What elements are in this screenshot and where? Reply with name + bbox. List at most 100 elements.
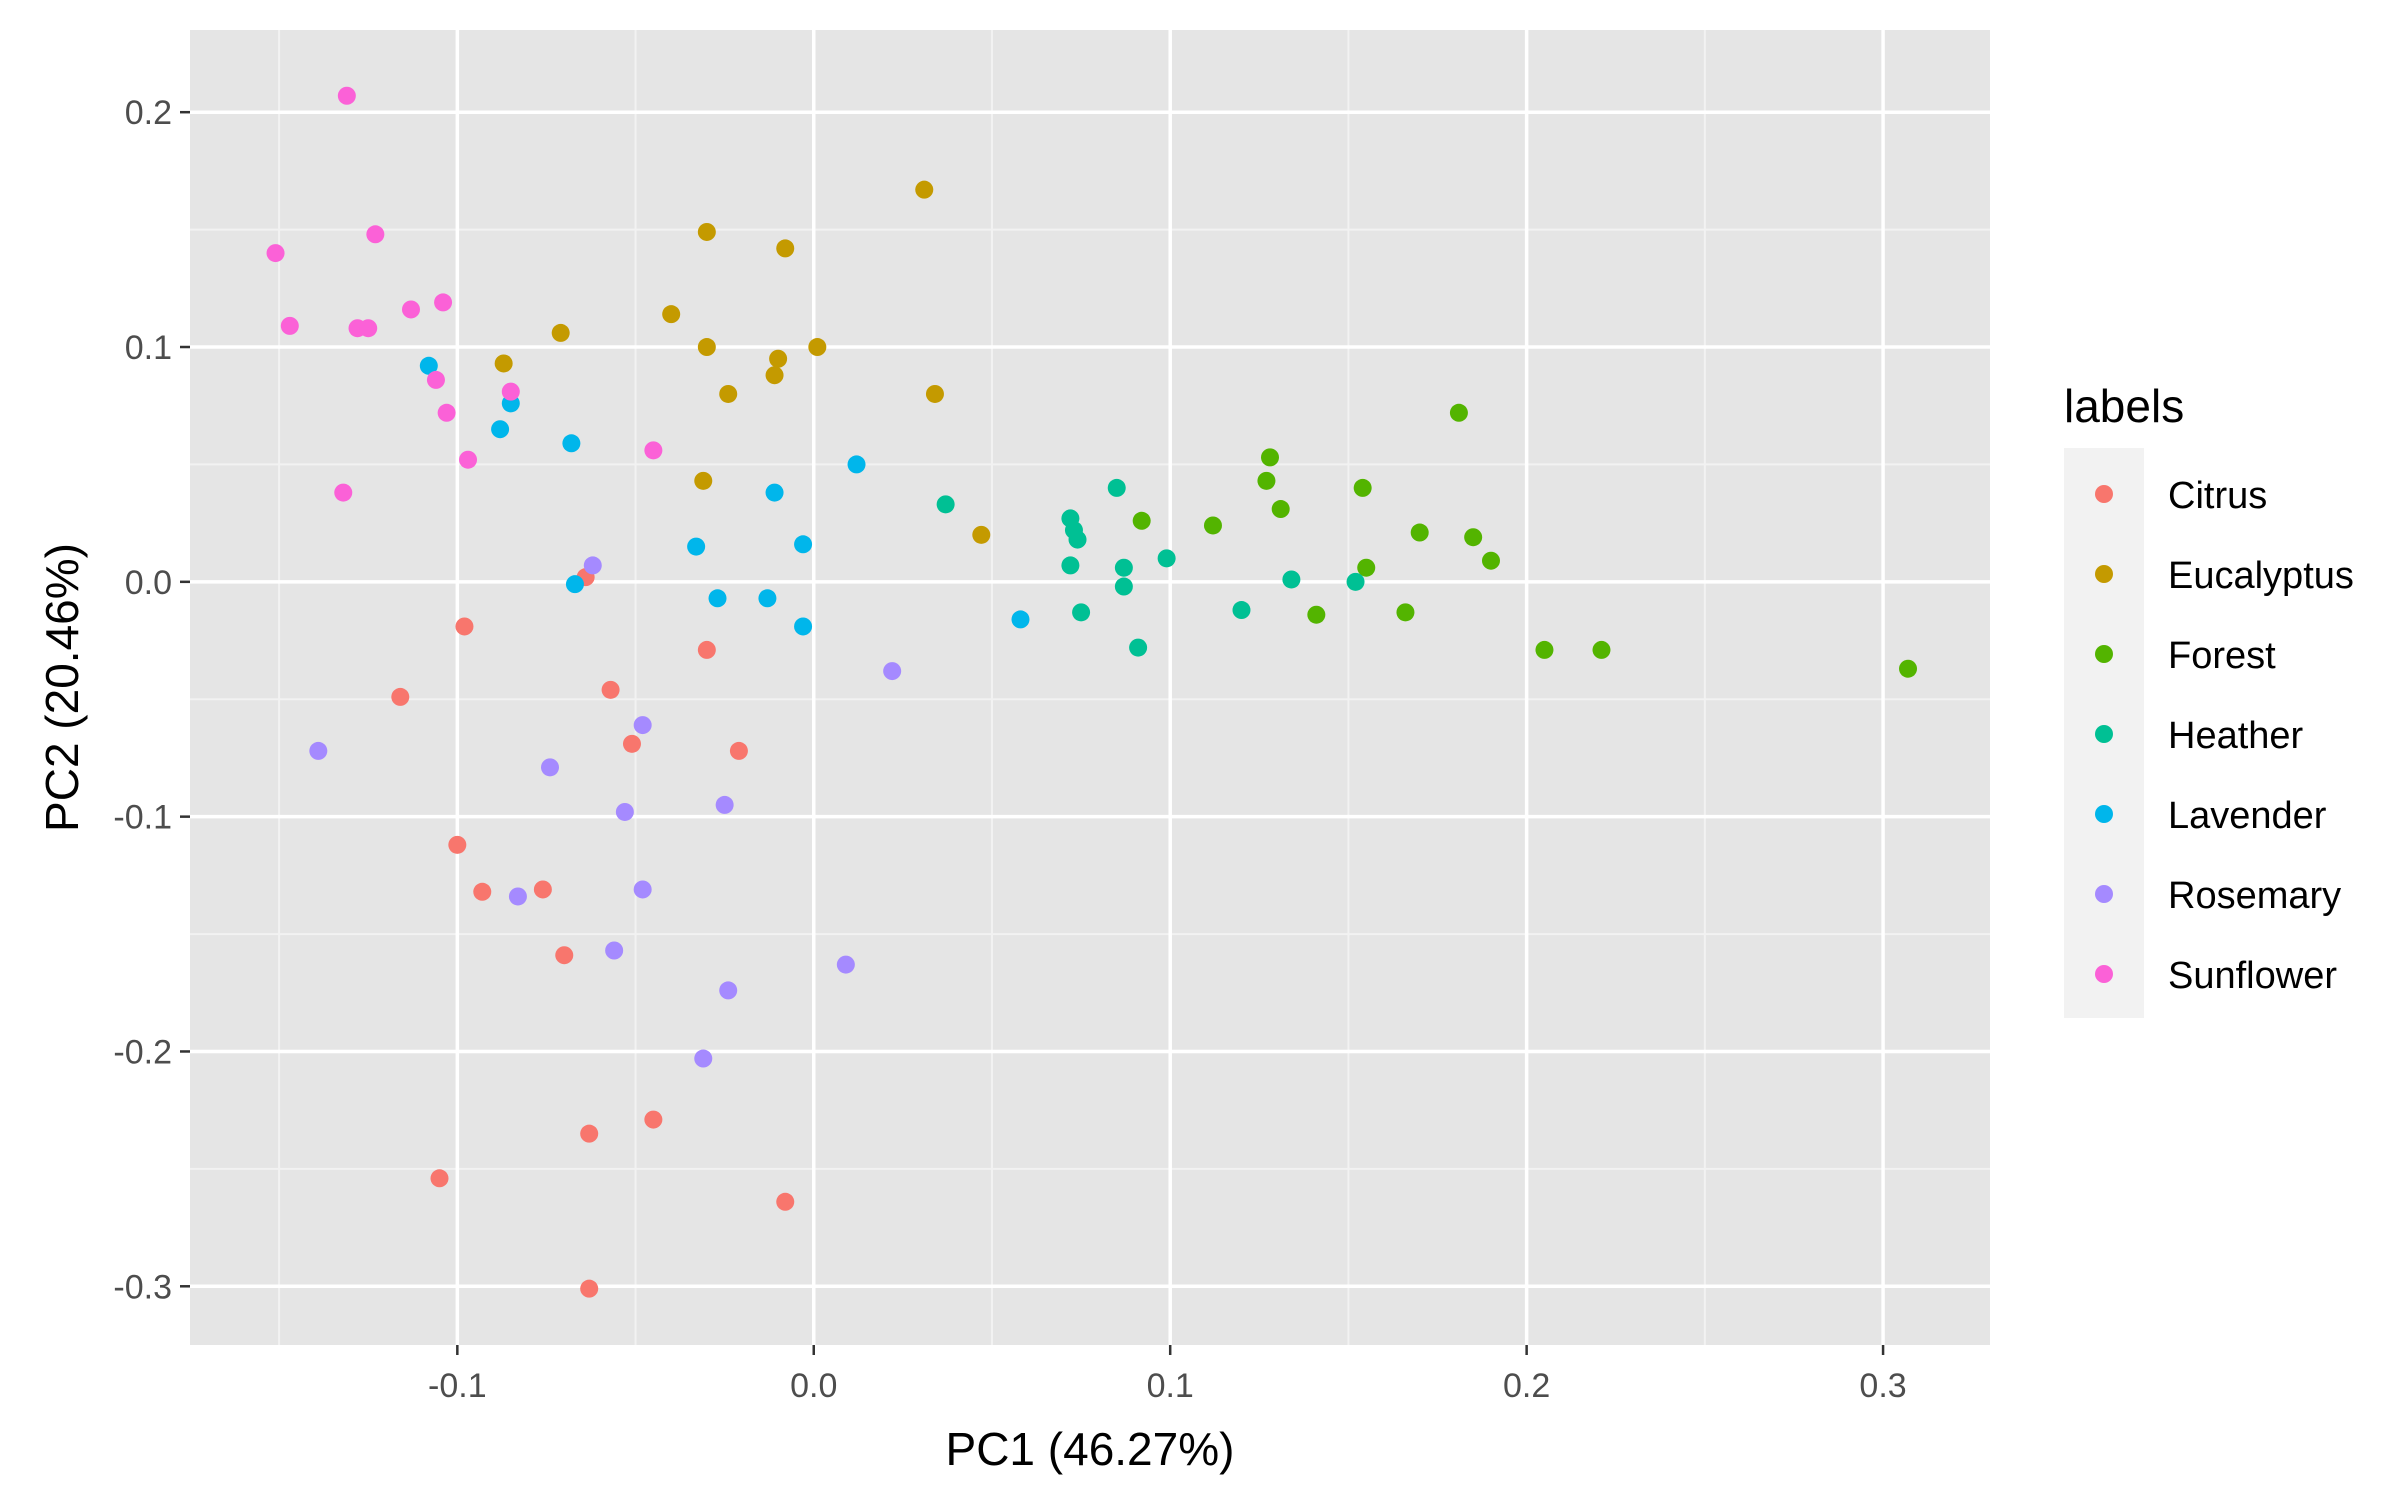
x-tick-label: 0.1 xyxy=(1147,1367,1194,1405)
x-tick-label: -0.1 xyxy=(428,1367,487,1405)
data-point-forest xyxy=(1357,558,1376,577)
data-point-lavender xyxy=(687,537,706,556)
data-point-heather xyxy=(1107,478,1126,497)
data-point-rosemary xyxy=(633,716,652,735)
data-point-heather xyxy=(1064,521,1083,540)
legend-key-rosemary xyxy=(2095,885,2113,903)
legend-label-lavender: Lavender xyxy=(2168,795,2327,837)
data-point-sunflower xyxy=(334,483,353,502)
data-point-rosemary xyxy=(836,955,855,974)
data-point-forest xyxy=(1353,478,1372,497)
data-point-lavender xyxy=(491,420,510,439)
data-point-citrus xyxy=(555,946,574,965)
data-point-forest xyxy=(1271,500,1290,519)
data-point-sunflower xyxy=(434,293,453,312)
data-point-rosemary xyxy=(508,887,527,906)
y-axis: -0.3 -0.2 -0.1 0.0 0.1 0.2 xyxy=(113,94,190,1306)
data-point-eucalyptus xyxy=(694,471,713,490)
y-tick-label: -0.3 xyxy=(113,1268,172,1306)
data-point-rosemary xyxy=(541,758,559,777)
data-point-citrus xyxy=(697,640,716,659)
data-point-lavender xyxy=(562,434,581,453)
data-point-heather xyxy=(1114,577,1133,596)
data-point-eucalyptus xyxy=(494,354,513,373)
data-point-heather xyxy=(1129,638,1148,657)
x-tick-label: 0.2 xyxy=(1503,1367,1550,1405)
data-point-rosemary xyxy=(633,880,652,899)
data-point-sunflower xyxy=(501,382,520,401)
data-point-heather xyxy=(1114,558,1133,577)
data-point-rosemary xyxy=(615,802,634,821)
data-point-heather xyxy=(1346,572,1365,591)
legend-key-heather xyxy=(2095,725,2113,743)
data-point-citrus xyxy=(601,680,620,699)
data-point-citrus xyxy=(580,1124,599,1143)
y-tick-label: 0.2 xyxy=(125,94,172,132)
data-point-forest xyxy=(1132,511,1151,530)
legend-key-forest xyxy=(2095,645,2113,663)
data-point-sunflower xyxy=(366,225,385,244)
y-tick-label: 0.0 xyxy=(125,564,172,602)
data-point-lavender xyxy=(419,356,438,375)
data-point-citrus xyxy=(533,880,552,899)
data-point-eucalyptus xyxy=(697,338,716,357)
data-point-rosemary xyxy=(719,981,738,1000)
major-gridlines xyxy=(190,30,1990,1345)
data-point-lavender xyxy=(1011,610,1030,629)
data-point-citrus xyxy=(455,617,474,636)
data-point-citrus xyxy=(430,1169,449,1188)
data-point-citrus xyxy=(391,687,410,706)
x-tick-label: 0.0 xyxy=(790,1367,837,1405)
y-tick-label: -0.1 xyxy=(113,799,172,837)
legend-key-lavender xyxy=(2095,805,2113,823)
data-point-lavender xyxy=(794,535,813,554)
data-point-rosemary xyxy=(605,941,624,960)
data-point-sunflower xyxy=(280,316,299,335)
data-point-sunflower xyxy=(337,86,356,105)
data-point-forest xyxy=(1481,551,1500,570)
data-point-citrus xyxy=(473,882,492,901)
data-point-eucalyptus xyxy=(697,222,716,241)
legend-label-heather: Heather xyxy=(2168,715,2304,757)
data-point-heather xyxy=(1282,570,1301,589)
x-axis: -0.1 0.0 0.1 0.2 0.3 xyxy=(428,1345,1907,1405)
data-point-eucalyptus xyxy=(925,384,944,403)
data-point-rosemary xyxy=(309,741,328,760)
minor-gridlines xyxy=(190,30,1990,1345)
data-point-citrus xyxy=(622,734,641,753)
data-point-sunflower xyxy=(359,319,378,338)
data-point-eucalyptus xyxy=(719,384,738,403)
data-points xyxy=(266,86,1918,1298)
data-point-eucalyptus xyxy=(551,323,570,342)
data-point-eucalyptus xyxy=(769,349,788,368)
y-axis-title: PC2 (20.46%) xyxy=(36,543,88,832)
data-point-sunflower xyxy=(426,370,445,389)
plot-panel xyxy=(190,30,1990,1345)
y-tick-label: 0.1 xyxy=(125,329,172,367)
data-point-sunflower xyxy=(459,450,478,469)
data-point-heather xyxy=(1157,549,1176,568)
data-point-eucalyptus xyxy=(915,180,934,199)
data-point-lavender xyxy=(847,455,866,474)
data-point-forest xyxy=(1257,471,1276,490)
legend-label-forest: Forest xyxy=(2168,635,2276,677)
data-point-forest xyxy=(1535,640,1554,659)
legend-label-eucalyptus: Eucalyptus xyxy=(2168,555,2354,597)
data-point-sunflower xyxy=(401,300,420,319)
data-point-rosemary xyxy=(883,662,902,681)
data-point-eucalyptus xyxy=(776,239,795,258)
data-point-citrus xyxy=(729,741,748,760)
legend-title: labels xyxy=(2064,380,2184,432)
data-point-forest xyxy=(1261,448,1279,467)
data-point-rosemary xyxy=(694,1049,713,1068)
data-point-lavender xyxy=(758,589,777,608)
data-point-citrus xyxy=(644,1110,663,1129)
x-tick-label: 0.3 xyxy=(1859,1367,1906,1405)
legend-key-eucalyptus xyxy=(2095,565,2113,583)
legend-items: Citrus Eucalyptus Forest Heather Lavender Ros… xyxy=(2095,475,2354,997)
data-point-lavender xyxy=(794,617,813,636)
data-point-forest xyxy=(1410,523,1429,542)
legend: labels Citrus Eucalyptus Forest Heather Lave… xyxy=(2064,380,2354,1018)
data-point-heather xyxy=(1061,556,1080,575)
